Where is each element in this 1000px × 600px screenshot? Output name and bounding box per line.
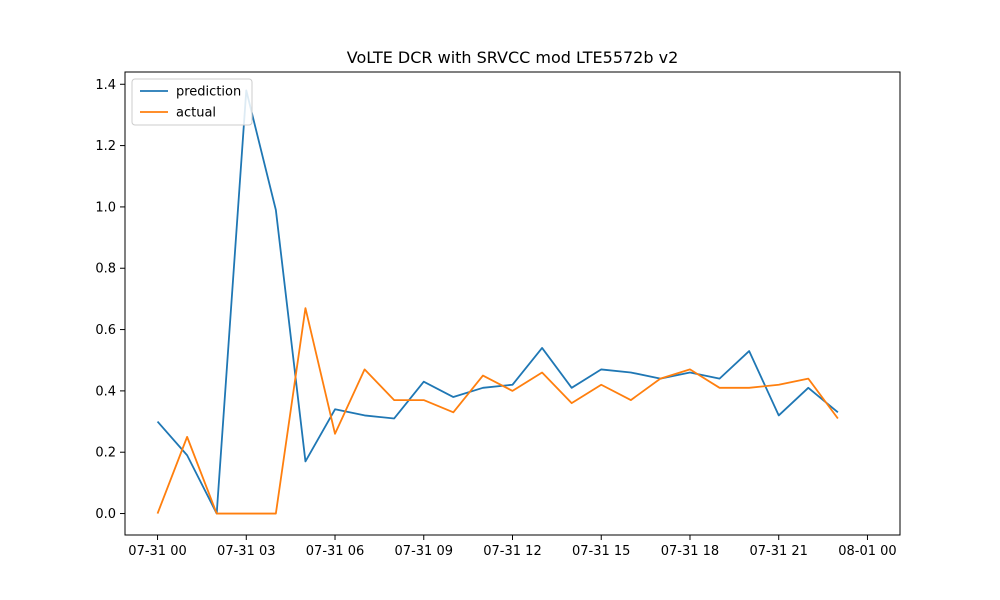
y-tick-label: 1.4: [95, 78, 116, 93]
x-tick-label: 07-31 06: [306, 544, 364, 559]
plot-frame: [124, 71, 901, 536]
x-tick-label: 07-31 18: [661, 544, 719, 559]
y-axis: 0.0 0.2 0.4 0.6 0.8 1.0 1.2 1.4: [95, 78, 125, 522]
y-tick-label: 0.2: [95, 446, 116, 461]
y-tick-label: 0.4: [95, 384, 116, 399]
y-tick-label: 0.8: [95, 262, 116, 277]
x-tick-label: 07-31 00: [128, 544, 186, 559]
y-tick-label: 1.0: [95, 200, 116, 215]
legend-label-actual: actual: [176, 106, 216, 121]
series-line-actual: [156, 307, 839, 515]
legend: prediction actual: [131, 78, 253, 126]
x-tick-label: 07-31 09: [395, 544, 453, 559]
y-tick-label: 0.6: [95, 323, 116, 338]
x-tick-label: 08-01 00: [838, 544, 896, 559]
y-tick-label: 1.2: [95, 139, 116, 154]
x-tick-label: 07-31 12: [483, 544, 541, 559]
series-layer: [156, 89, 839, 515]
x-axis: 07-31 00 07-31 03 07-31 06 07-31 09 07-31 12…: [128, 535, 897, 559]
legend-label-prediction: prediction: [176, 85, 241, 100]
series-line-prediction: [156, 89, 839, 515]
y-tick-label: 0.0: [95, 507, 116, 522]
x-tick-label: 07-31 21: [749, 544, 807, 559]
x-tick-label: 07-31 03: [217, 544, 275, 559]
chart-title: VoLTE DCR with SRVCC mod LTE5572b v2: [347, 48, 679, 67]
x-tick-label: 07-31 15: [572, 544, 630, 559]
